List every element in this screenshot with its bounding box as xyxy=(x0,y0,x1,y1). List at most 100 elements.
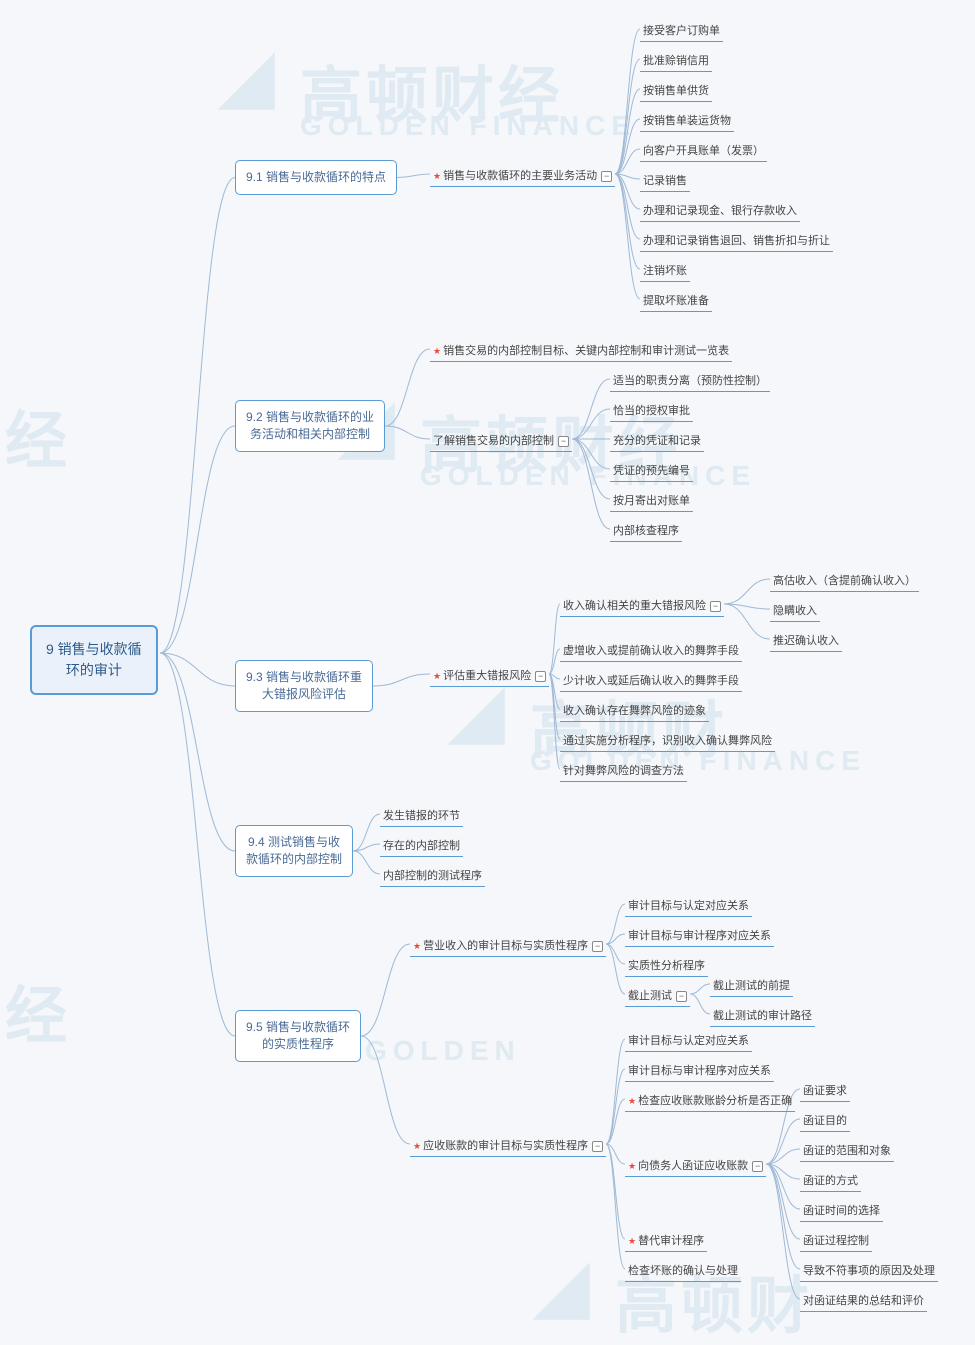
watermark-text: GOLDEN FINANCE xyxy=(420,460,756,492)
leaf-node[interactable]: 截止测试的审计路径 xyxy=(710,1005,815,1027)
branch-node[interactable]: 9.3 销售与收款循环重大错报风险评估 xyxy=(235,660,373,712)
leaf-node[interactable]: 函证要求 xyxy=(800,1080,850,1102)
leaf-node[interactable]: 接受客户订购单 xyxy=(640,20,723,42)
node-text: 检查坏账的确认与处理 xyxy=(628,1265,738,1277)
node-text: 营业收入的审计目标与实质性程序 xyxy=(423,940,588,952)
node-text: 批准赊销信用 xyxy=(643,55,709,67)
leaf-node[interactable]: 隐瞒收入 xyxy=(770,600,820,622)
leaf-node[interactable]: 记录销售 xyxy=(640,170,690,192)
leaf-node[interactable]: 批准赊销信用 xyxy=(640,50,712,72)
mid-node[interactable]: 截止测试− xyxy=(625,985,690,1007)
leaf-node[interactable]: 审计目标与审计程序对应关系 xyxy=(625,1060,774,1082)
leaf-node[interactable]: 内部核查程序 xyxy=(610,520,682,542)
node-text: 评估重大错报风险 xyxy=(443,670,531,682)
leaf-node[interactable]: 审计目标与认定对应关系 xyxy=(625,895,752,917)
watermark-text: 经 xyxy=(5,390,71,480)
leaf-node[interactable]: ★检查应收账款账龄分析是否正确 xyxy=(625,1090,795,1112)
watermark-text: GOLDEN FINANCE xyxy=(300,110,636,142)
mid-node[interactable]: 收入确认相关的重大错报风险− xyxy=(560,595,724,617)
leaf-node[interactable]: 恰当的授权审批 xyxy=(610,400,693,422)
collapse-toggle[interactable]: − xyxy=(558,436,569,447)
node-text: 接受客户订购单 xyxy=(643,25,720,37)
leaf-node[interactable]: 函证的方式 xyxy=(800,1170,861,1192)
node-text: 恰当的授权审批 xyxy=(613,405,690,417)
node-text: 销售交易的内部控制目标、关键内部控制和审计测试一览表 xyxy=(443,345,729,357)
leaf-node[interactable]: 按销售单供货 xyxy=(640,80,712,102)
node-text: 办理和记录现金、银行存款收入 xyxy=(643,205,797,217)
leaf-node[interactable]: 内部控制的测试程序 xyxy=(380,865,485,887)
collapse-toggle[interactable]: − xyxy=(601,171,612,182)
node-text: 销售与收款循环的主要业务活动 xyxy=(443,170,597,182)
node-text: 检查应收账款账龄分析是否正确 xyxy=(638,1095,792,1107)
leaf-node[interactable]: 发生错报的环节 xyxy=(380,805,463,827)
leaf-node[interactable]: 实质性分析程序 xyxy=(625,955,708,977)
node-text: 充分的凭证和记录 xyxy=(613,435,701,447)
node-text: 截止测试的审计路径 xyxy=(713,1010,812,1022)
node-text: 了解销售交易的内部控制 xyxy=(433,435,554,447)
node-text: 审计目标与审计程序对应关系 xyxy=(628,930,771,942)
leaf-node[interactable]: 函证目的 xyxy=(800,1110,850,1132)
mid-node[interactable]: ★评估重大错报风险− xyxy=(430,665,549,687)
node-text: 截止测试的前提 xyxy=(713,980,790,992)
leaf-node[interactable]: 提取坏账准备 xyxy=(640,290,712,312)
leaf-node[interactable]: 按销售单装运货物 xyxy=(640,110,734,132)
branch-node[interactable]: 9.1 销售与收款循环的特点 xyxy=(235,160,397,195)
mid-node[interactable]: ★营业收入的审计目标与实质性程序− xyxy=(410,935,606,957)
leaf-node[interactable]: 注销坏账 xyxy=(640,260,690,282)
collapse-toggle[interactable]: − xyxy=(592,941,603,952)
leaf-node[interactable]: 函证时间的选择 xyxy=(800,1200,883,1222)
node-text: 按月寄出对账单 xyxy=(613,495,690,507)
leaf-node[interactable]: 导致不符事项的原因及处理 xyxy=(800,1260,938,1282)
leaf-node[interactable]: 虚增收入或提前确认收入的舞弊手段 xyxy=(560,640,742,662)
leaf-node[interactable]: 收入确认存在舞弊风险的迹象 xyxy=(560,700,709,722)
star-icon: ★ xyxy=(433,671,441,681)
collapse-toggle[interactable]: − xyxy=(592,1141,603,1152)
leaf-node[interactable]: 向客户开具账单（发票） xyxy=(640,140,767,162)
leaf-node[interactable]: 少计收入或延后确认收入的舞弊手段 xyxy=(560,670,742,692)
branch-line1: 9.3 销售与收款循环重 xyxy=(246,669,362,686)
root-node[interactable]: 9 销售与收款循环的审计 xyxy=(30,625,158,695)
leaf-node[interactable]: 存在的内部控制 xyxy=(380,835,463,857)
node-text: 通过实施分析程序，识别收入确认舞弊风险 xyxy=(563,735,772,747)
node-text: 函证的方式 xyxy=(803,1175,858,1187)
leaf-node[interactable]: 审计目标与认定对应关系 xyxy=(625,1030,752,1052)
leaf-node[interactable]: 截止测试的前提 xyxy=(710,975,793,997)
leaf-node[interactable]: 高估收入（含提前确认收入） xyxy=(770,570,919,592)
node-text: 收入确认相关的重大错报风险 xyxy=(563,600,706,612)
root-line2: 环的审计 xyxy=(46,660,142,681)
branch-node[interactable]: 9.2 销售与收款循环的业务活动和相关内部控制 xyxy=(235,400,385,452)
leaf-node[interactable]: ★销售交易的内部控制目标、关键内部控制和审计测试一览表 xyxy=(430,340,732,362)
leaf-node[interactable]: 通过实施分析程序，识别收入确认舞弊风险 xyxy=(560,730,775,752)
leaf-node[interactable]: 函证的范围和对象 xyxy=(800,1140,894,1162)
leaf-node[interactable]: 凭证的预先编号 xyxy=(610,460,693,482)
branch-line2: 款循环的内部控制 xyxy=(246,851,342,868)
branch-node[interactable]: 9.4 测试销售与收款循环的内部控制 xyxy=(235,825,353,877)
leaf-node[interactable]: 审计目标与审计程序对应关系 xyxy=(625,925,774,947)
leaf-node[interactable]: 适当的职责分离（预防性控制） xyxy=(610,370,770,392)
node-text: 对函证结果的总结和评价 xyxy=(803,1295,924,1307)
node-text: 少计收入或延后确认收入的舞弊手段 xyxy=(563,675,739,687)
mid-node[interactable]: ★应收账款的审计目标与实质性程序− xyxy=(410,1135,606,1157)
mid-node[interactable]: 了解销售交易的内部控制− xyxy=(430,430,572,452)
leaf-node[interactable]: 检查坏账的确认与处理 xyxy=(625,1260,741,1282)
mid-node[interactable]: ★销售与收款循环的主要业务活动− xyxy=(430,165,615,187)
node-text: 实质性分析程序 xyxy=(628,960,705,972)
leaf-node[interactable]: 推迟确认收入 xyxy=(770,630,842,652)
leaf-node[interactable]: ★替代审计程序 xyxy=(625,1230,707,1252)
collapse-toggle[interactable]: − xyxy=(752,1161,763,1172)
leaf-node[interactable]: 针对舞弊风险的调查方法 xyxy=(560,760,687,782)
leaf-node[interactable]: 按月寄出对账单 xyxy=(610,490,693,512)
mid-node[interactable]: ★向债务人函证应收账款− xyxy=(625,1155,766,1177)
node-text: 记录销售 xyxy=(643,175,687,187)
collapse-toggle[interactable]: − xyxy=(676,991,687,1002)
star-icon: ★ xyxy=(628,1096,636,1106)
collapse-toggle[interactable]: − xyxy=(535,671,546,682)
branch-node[interactable]: 9.5 销售与收款循环的实质性程序 xyxy=(235,1010,361,1062)
leaf-node[interactable]: 函证过程控制 xyxy=(800,1230,872,1252)
leaf-node[interactable]: 充分的凭证和记录 xyxy=(610,430,704,452)
node-text: 提取坏账准备 xyxy=(643,295,709,307)
collapse-toggle[interactable]: − xyxy=(710,601,721,612)
leaf-node[interactable]: 办理和记录销售退回、销售折扣与折让 xyxy=(640,230,833,252)
leaf-node[interactable]: 对函证结果的总结和评价 xyxy=(800,1290,927,1312)
leaf-node[interactable]: 办理和记录现金、银行存款收入 xyxy=(640,200,800,222)
